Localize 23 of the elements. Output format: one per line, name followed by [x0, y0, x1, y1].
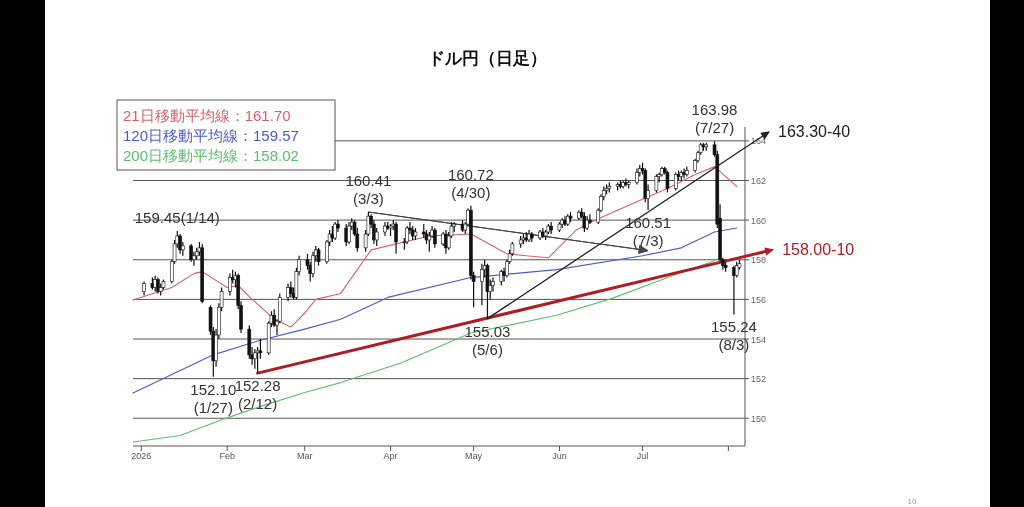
y-tick-label: 150 — [751, 413, 767, 424]
x-tick-label: Jun — [552, 451, 567, 461]
y-tick-label: 152 — [751, 374, 767, 385]
y-tick-label: 154 — [751, 334, 767, 345]
annotation: 163.98 (7/27) — [691, 101, 738, 137]
text: 10 — [907, 497, 917, 506]
x-tick-label: May — [465, 451, 483, 461]
x-tick-label: Feb — [219, 451, 235, 461]
x-tick-label: 2026 — [131, 451, 152, 461]
legend: 21日移動平均線：161.70 120日移動平均線：159.57 200日移動平均線：158.02 — [116, 99, 336, 171]
y-tick-label: 160 — [751, 215, 767, 226]
chart-title: ドル円（日足） — [427, 49, 547, 68]
y-tick-label: 156 — [751, 294, 767, 305]
annotation: 163.30-40 — [778, 123, 851, 141]
x-tick-label: Apr — [383, 451, 398, 461]
x-tick-label: Mar — [296, 451, 313, 461]
annotation: 158.00-10 — [782, 241, 855, 259]
annotation: 152.10 (1/27) — [190, 380, 237, 416]
y-tick-label: 158 — [751, 255, 767, 266]
x-tick-label: Jul — [636, 451, 649, 461]
annotation: 160.72 (4/30) — [447, 165, 494, 201]
y-tick-label: 162 — [751, 176, 767, 186]
annotation: 159.45(1/14) — [134, 209, 220, 227]
